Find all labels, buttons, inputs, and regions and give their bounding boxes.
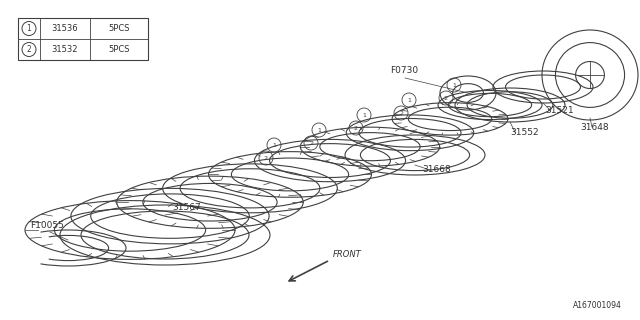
Text: 2: 2 [399, 110, 403, 116]
Text: 31567: 31567 [172, 203, 201, 212]
Text: A167001094: A167001094 [573, 301, 622, 310]
FancyBboxPatch shape [18, 18, 148, 60]
Text: 31668: 31668 [422, 165, 451, 174]
Text: 31521: 31521 [545, 106, 573, 115]
Text: 1: 1 [452, 83, 456, 87]
Text: 31648: 31648 [580, 123, 609, 132]
Text: 31536: 31536 [52, 24, 78, 33]
Text: 2: 2 [354, 125, 358, 131]
Text: 5PCS: 5PCS [108, 45, 130, 54]
Text: 1: 1 [362, 113, 366, 117]
Text: F10055: F10055 [30, 221, 64, 230]
Text: 2: 2 [444, 95, 448, 100]
Text: 2: 2 [27, 45, 31, 54]
Text: 1: 1 [407, 98, 411, 102]
Text: FRONT: FRONT [333, 250, 362, 259]
Text: 1: 1 [27, 24, 31, 33]
Text: F0730: F0730 [390, 66, 418, 75]
Text: 2: 2 [264, 156, 268, 161]
Text: 2: 2 [309, 140, 313, 146]
Text: 31552: 31552 [510, 128, 539, 137]
Text: 31532: 31532 [52, 45, 78, 54]
Text: 5PCS: 5PCS [108, 24, 130, 33]
Text: 1: 1 [317, 127, 321, 132]
Text: 1: 1 [272, 142, 276, 148]
